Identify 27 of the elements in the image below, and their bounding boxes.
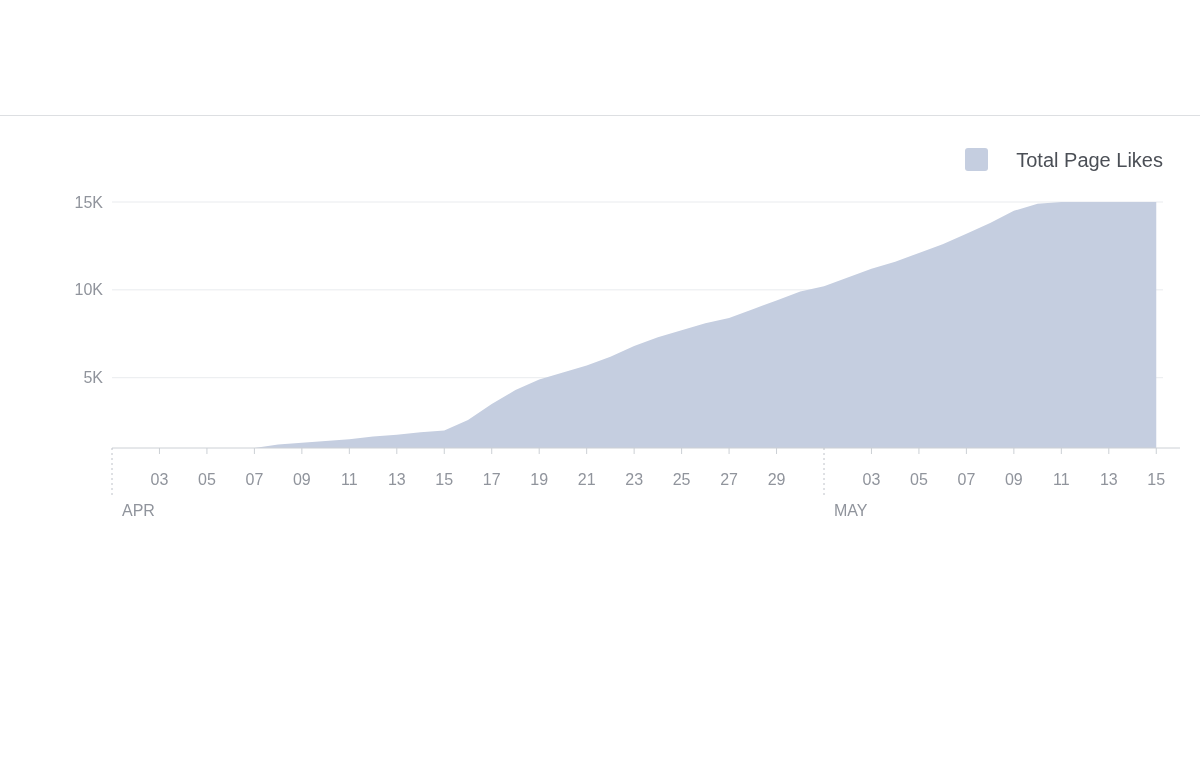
x-tick-label: 07 — [245, 471, 264, 488]
x-tick-label: 15 — [435, 471, 454, 488]
x-tick-label: 11 — [341, 471, 358, 488]
x-tick-label: 27 — [720, 471, 739, 488]
legend-label: Total Page Likes — [1016, 149, 1163, 171]
x-tick-label: 29 — [767, 471, 786, 488]
x-tick-label: 25 — [672, 471, 691, 488]
x-tick-label: 05 — [910, 471, 928, 488]
y-tick-label: 5K — [83, 369, 104, 387]
x-tick-label: 09 — [292, 471, 311, 488]
x-tick-label: 03 — [150, 471, 169, 488]
x-tick-label: 17 — [482, 471, 501, 488]
x-tick-label: 05 — [198, 471, 216, 488]
x-tick-label: 19 — [530, 471, 549, 488]
x-tick-label: 03 — [862, 471, 881, 488]
y-tick-label: 10K — [74, 281, 104, 299]
x-tick-label: 15 — [1147, 471, 1166, 488]
text: MAY — [834, 502, 868, 519]
text: APR — [122, 502, 155, 519]
x-tick-label: 09 — [1004, 471, 1023, 488]
x-tick-label: 11 — [1053, 471, 1070, 488]
x-tick-label: 13 — [1099, 471, 1118, 488]
x-tick-label: 13 — [387, 471, 406, 488]
y-tick-label: 15K — [74, 193, 104, 211]
x-tick-label: 23 — [625, 471, 644, 488]
x-tick-label: 07 — [957, 471, 976, 488]
x-tick-label: 21 — [577, 471, 596, 488]
